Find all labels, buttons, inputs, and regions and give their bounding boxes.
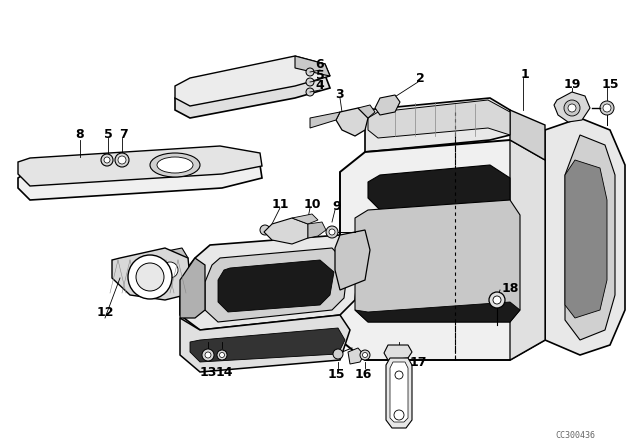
Text: 19: 19 [563, 78, 580, 90]
Polygon shape [340, 140, 545, 360]
Circle shape [362, 353, 367, 358]
Text: 13: 13 [199, 366, 217, 379]
Circle shape [603, 104, 611, 112]
Polygon shape [156, 248, 188, 290]
Polygon shape [358, 105, 375, 118]
Circle shape [220, 353, 225, 358]
Polygon shape [310, 112, 340, 128]
Circle shape [136, 263, 164, 291]
Text: 14: 14 [215, 366, 233, 379]
Text: 1: 1 [520, 68, 529, 81]
Text: 10: 10 [303, 198, 321, 211]
Polygon shape [180, 235, 360, 330]
Text: CC300436: CC300436 [555, 431, 595, 439]
Ellipse shape [157, 157, 193, 173]
Polygon shape [510, 110, 545, 160]
Circle shape [333, 349, 343, 359]
Text: 8: 8 [76, 128, 84, 141]
Circle shape [260, 225, 270, 235]
Text: 5: 5 [316, 69, 324, 82]
Circle shape [306, 68, 314, 76]
Circle shape [329, 229, 335, 235]
Polygon shape [565, 160, 607, 318]
Polygon shape [190, 328, 345, 362]
Polygon shape [292, 214, 318, 224]
Polygon shape [386, 358, 412, 428]
Circle shape [395, 371, 403, 379]
Polygon shape [355, 200, 520, 322]
Circle shape [600, 101, 614, 115]
Circle shape [128, 255, 172, 299]
Circle shape [205, 352, 211, 358]
Text: 16: 16 [355, 367, 372, 380]
Circle shape [493, 296, 501, 304]
Text: 11: 11 [271, 198, 289, 211]
Polygon shape [308, 222, 326, 238]
Circle shape [568, 104, 576, 112]
Circle shape [101, 154, 113, 166]
Polygon shape [175, 68, 330, 118]
Circle shape [217, 350, 227, 360]
Circle shape [394, 410, 404, 420]
Polygon shape [180, 258, 205, 318]
Polygon shape [545, 118, 625, 355]
Circle shape [115, 153, 129, 167]
Polygon shape [510, 140, 545, 360]
Circle shape [564, 100, 580, 116]
Polygon shape [355, 302, 520, 322]
Text: 2: 2 [415, 72, 424, 85]
Text: 18: 18 [501, 281, 518, 294]
Polygon shape [390, 362, 408, 422]
Text: 4: 4 [316, 78, 324, 91]
Text: 9: 9 [333, 199, 341, 212]
Circle shape [162, 262, 178, 278]
Text: 15: 15 [601, 78, 619, 90]
Polygon shape [375, 95, 400, 115]
Polygon shape [368, 165, 510, 210]
Polygon shape [348, 348, 364, 364]
Polygon shape [180, 315, 350, 372]
Text: 17: 17 [409, 356, 427, 369]
Circle shape [489, 292, 505, 308]
Text: 3: 3 [336, 87, 344, 100]
Polygon shape [18, 158, 262, 200]
Ellipse shape [150, 153, 200, 177]
Polygon shape [264, 218, 308, 244]
Polygon shape [18, 146, 262, 186]
Circle shape [306, 78, 314, 86]
Text: 7: 7 [120, 128, 129, 141]
Circle shape [306, 88, 314, 96]
Polygon shape [554, 92, 590, 122]
Circle shape [360, 350, 370, 360]
Circle shape [326, 226, 338, 238]
Polygon shape [384, 345, 412, 360]
Polygon shape [336, 108, 368, 136]
Polygon shape [218, 260, 334, 312]
Text: 15: 15 [327, 367, 345, 380]
Polygon shape [368, 100, 510, 138]
Circle shape [156, 256, 184, 284]
Circle shape [118, 156, 126, 164]
Polygon shape [175, 56, 330, 106]
Polygon shape [295, 56, 330, 76]
Polygon shape [335, 230, 370, 290]
Circle shape [104, 157, 110, 163]
Polygon shape [112, 248, 190, 300]
Text: 6: 6 [316, 57, 324, 70]
Text: 5: 5 [104, 128, 113, 141]
Polygon shape [205, 248, 348, 322]
Polygon shape [365, 98, 510, 152]
Circle shape [202, 349, 214, 361]
Text: 12: 12 [96, 306, 114, 319]
Polygon shape [565, 135, 615, 340]
